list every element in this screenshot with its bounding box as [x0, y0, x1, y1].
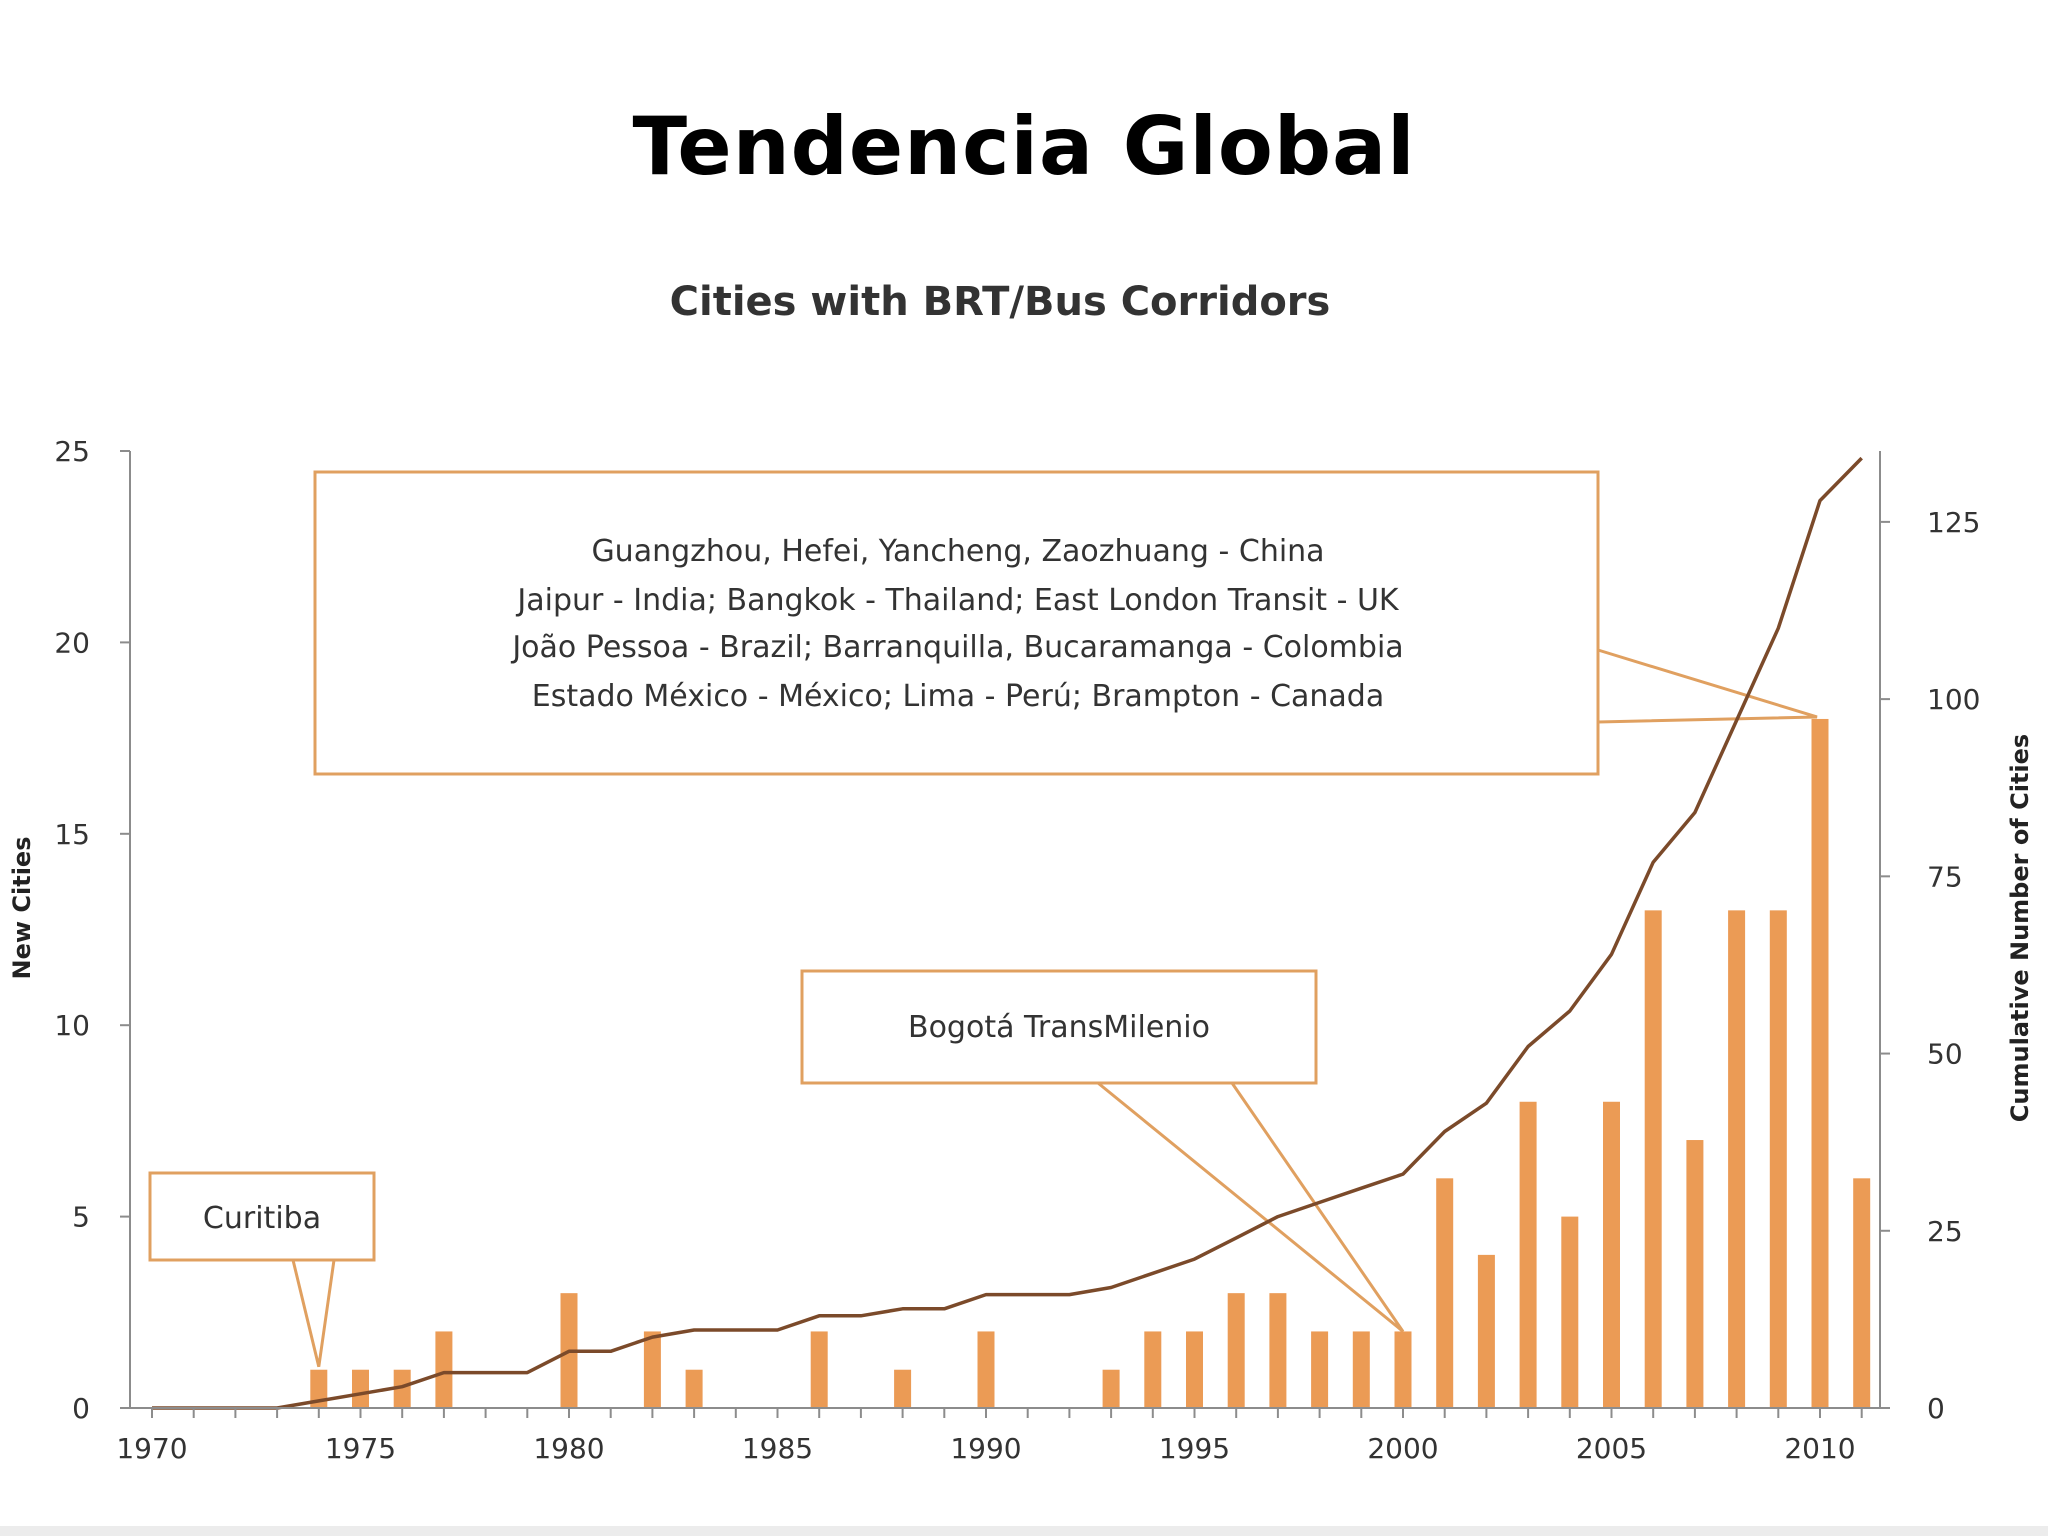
callout-curitiba-box	[148, 1171, 376, 1262]
y2-tick-label: 125	[1927, 506, 1980, 539]
bar	[1311, 1331, 1329, 1408]
y-tick-label: 0	[72, 1392, 90, 1425]
callout-curitiba-text: Curitiba	[203, 1201, 321, 1236]
x-tick-label: 1975	[325, 1432, 396, 1465]
callout-bogota-text: Bogotá TransMilenio	[908, 1010, 1210, 1045]
bar	[1853, 1178, 1871, 1408]
bar	[1728, 910, 1746, 1408]
bar	[977, 1331, 995, 1408]
x-tick-label: 1985	[742, 1432, 813, 1465]
chart-title: Cities with BRT/Bus Corridors	[670, 279, 1331, 325]
x-tick-label: 1970	[116, 1432, 187, 1465]
callout-bogota-box	[800, 969, 1318, 1085]
bar	[1102, 1369, 1120, 1408]
chart: Cities with BRT/Bus Corridors Curitiba Bo…	[8, 279, 2034, 1465]
bar	[643, 1331, 661, 1408]
x-tick-label: 1990	[950, 1432, 1021, 1465]
y2-tick-label: 25	[1927, 1215, 1963, 1248]
bar	[1477, 1254, 1495, 1408]
bar	[1811, 718, 1829, 1408]
bar	[894, 1369, 912, 1408]
y2-axis-label: Cumulative Number of Cities	[2006, 734, 2034, 1122]
y-tick-label: 20	[54, 626, 90, 659]
bar	[1144, 1331, 1162, 1408]
bars-layer	[310, 718, 1871, 1408]
callouts-layer: Curitiba Bogotá TransMilenio Guangzhou, He…	[148, 470, 1818, 1368]
y-tick-label: 15	[54, 818, 90, 851]
bar	[1227, 1293, 1245, 1408]
bar	[1269, 1293, 1287, 1408]
axes-layer: 0 5 10 15 20 25 0 25 50 75 100 125 1970 1975 1980 1985 1…	[54, 435, 1980, 1465]
bar	[810, 1331, 828, 1408]
callout-2010-text-line: Guangzhou, Hefei, Yancheng, Zaozhuang - …	[591, 534, 1324, 569]
bar	[1394, 1331, 1412, 1408]
callout-2010-text-line: João Pessoa - Brazil; Barranquilla, Buca…	[510, 630, 1403, 665]
y-tick-label: 25	[54, 435, 90, 468]
callout-bogota-pointer	[1097, 1081, 1405, 1333]
x-tick-label: 2000	[1367, 1432, 1438, 1465]
x-tick-label: 2010	[1784, 1432, 1855, 1465]
bar	[685, 1369, 703, 1408]
y-tick-label: 10	[54, 1009, 90, 1042]
bar	[1769, 910, 1787, 1408]
bar	[393, 1369, 411, 1408]
bar	[1352, 1331, 1370, 1408]
bar	[1436, 1178, 1454, 1408]
bar	[435, 1331, 453, 1408]
bar	[352, 1369, 369, 1408]
y2-tick-label: 50	[1927, 1038, 1963, 1071]
y-axis-label: New Cities	[8, 837, 36, 980]
y-tick-label: 5	[72, 1201, 90, 1234]
callout-2010-pointer	[1597, 648, 1818, 724]
bar	[1686, 1140, 1704, 1408]
cumulative-line-layer	[152, 456, 1863, 1410]
x-tick-label: 1980	[533, 1432, 604, 1465]
y2-tick-label: 75	[1927, 860, 1963, 893]
x-tick-label: 1995	[1159, 1432, 1230, 1465]
callout-2010-text-line: Estado México - México; Lima - Perú; Bra…	[532, 679, 1384, 714]
callout-2010-text-line: Jaipur - India; Bangkok - Thailand; East…	[515, 583, 1400, 618]
callout-curitiba-pointer	[291, 1259, 336, 1368]
y2-tick-label: 0	[1927, 1392, 1945, 1425]
x-tick-label: 2005	[1576, 1432, 1647, 1465]
bar	[1519, 1101, 1537, 1408]
callout-2010-box	[313, 470, 1600, 776]
bar	[1561, 1216, 1579, 1408]
slide-title: Tendencia Global	[632, 100, 1416, 193]
bar	[1603, 1101, 1620, 1408]
bar	[1186, 1331, 1203, 1408]
y2-tick-label: 100	[1927, 683, 1980, 716]
bottom-strip	[0, 1526, 2048, 1536]
cumulative-line	[152, 456, 1863, 1410]
bar	[1644, 910, 1662, 1408]
